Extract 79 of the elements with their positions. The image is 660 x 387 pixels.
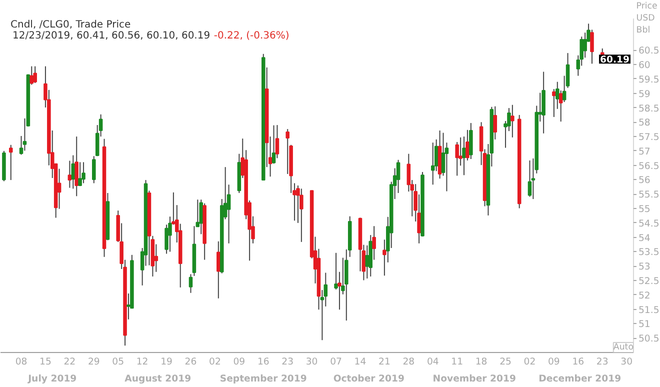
text: 12/23/2019, 60.41, 60.56, 60.10, 60.19 bbox=[12, 30, 210, 42]
candlestick bbox=[82, 162, 86, 184]
text: July 2019 bbox=[27, 374, 77, 384]
y-tick-label: 60 bbox=[638, 60, 650, 72]
x-tick-label: 12 bbox=[136, 356, 148, 368]
y-tick-label: 59 bbox=[638, 88, 650, 100]
y-tick-label: 53.5 bbox=[638, 247, 660, 258]
y-tick-label: 57 bbox=[638, 146, 650, 158]
x-tick-label: 09 bbox=[233, 356, 246, 368]
x-tick-label: 07 bbox=[330, 356, 342, 368]
candlestick bbox=[78, 162, 82, 187]
candlestick bbox=[33, 66, 37, 84]
x-tick-label: 16 bbox=[257, 356, 270, 368]
y-tick-label: 53 bbox=[638, 262, 650, 273]
text: August 2019 bbox=[124, 374, 192, 384]
y-tick-label: 52.5 bbox=[638, 276, 660, 288]
x-tick-label: 21 bbox=[378, 356, 390, 368]
x-tick-label: 18 bbox=[475, 356, 488, 368]
y-tick-label: 56.5 bbox=[638, 160, 660, 172]
candlestick bbox=[8, 144, 13, 181]
candlestick bbox=[168, 216, 172, 252]
candlestick bbox=[552, 88, 556, 118]
annotation: -0.22, (-0.36%) bbox=[214, 30, 290, 42]
annotation: 60.19 bbox=[600, 54, 630, 66]
y-tick-label: 54.5 bbox=[638, 218, 660, 230]
candlestick bbox=[430, 142, 435, 186]
candlestick bbox=[30, 66, 34, 86]
y-tick-label: 52 bbox=[638, 290, 650, 302]
y-tick-label: 51.5 bbox=[638, 304, 660, 316]
x-tick-label: 09 bbox=[548, 356, 560, 368]
text: September 2019 bbox=[220, 374, 307, 384]
x-tick-label: 04 bbox=[426, 356, 439, 368]
x-tick-label: 22 bbox=[64, 356, 76, 368]
x-tick-label: 30 bbox=[620, 356, 633, 368]
y-tick-label: 59.5 bbox=[638, 74, 660, 86]
text: October 2019 bbox=[333, 374, 404, 384]
x-tick-label: 05 bbox=[112, 356, 124, 368]
x-tick-label: 02 bbox=[209, 356, 221, 368]
chart-title: Cndl, /CLG0, Trade Price bbox=[10, 20, 131, 30]
x-tick-label: 19 bbox=[160, 356, 173, 368]
y-tick-label: 51 bbox=[638, 319, 650, 330]
text: December 2019 bbox=[538, 374, 622, 384]
candlestick bbox=[528, 160, 532, 198]
candlestick bbox=[188, 274, 193, 294]
x-tick-label: 26 bbox=[184, 356, 197, 368]
candlestick bbox=[493, 106, 498, 140]
y-tick-label: 58 bbox=[638, 118, 650, 129]
candlestick bbox=[286, 128, 290, 174]
candlestick bbox=[92, 156, 96, 184]
y-tick-label: 54 bbox=[638, 232, 650, 244]
candlestick bbox=[510, 104, 514, 138]
annotation: Auto bbox=[613, 342, 634, 352]
x-tick-label: 28 bbox=[402, 356, 415, 368]
x-tick-label: 16 bbox=[572, 356, 584, 368]
y-tick-label: 58.5 bbox=[638, 103, 660, 114]
y-tick-label: 50.5 bbox=[638, 334, 660, 345]
x-tick-label: 29 bbox=[88, 356, 100, 368]
x-tick-label: 14 bbox=[354, 356, 366, 368]
x-tick-label: 15 bbox=[40, 356, 52, 368]
y-tick-label: 57.5 bbox=[638, 132, 660, 144]
y-tick-label: 55.5 bbox=[638, 190, 660, 201]
candlestick bbox=[216, 240, 220, 299]
y-tick-label: 55 bbox=[638, 204, 650, 216]
candlestick bbox=[455, 142, 459, 176]
candlestick bbox=[74, 136, 78, 197]
text: November 2019 bbox=[432, 374, 516, 384]
x-tick-label: 02 bbox=[524, 356, 536, 368]
candlestick bbox=[462, 136, 466, 176]
x-tick-label: 11 bbox=[451, 356, 464, 368]
x-tick-label: 25 bbox=[500, 356, 512, 368]
x-tick-label: 23 bbox=[596, 356, 608, 368]
x-tick-label: 08 bbox=[15, 356, 28, 368]
y-tick-label: 60.5 bbox=[638, 46, 660, 57]
x-tick-label: 30 bbox=[306, 356, 318, 368]
candlestick bbox=[300, 188, 304, 242]
y-tick-label: 56 bbox=[638, 175, 650, 186]
candlestick bbox=[275, 124, 280, 159]
x-tick-label: 23 bbox=[282, 356, 294, 368]
y-axis-title: Price USD Bbl bbox=[636, 2, 658, 36]
